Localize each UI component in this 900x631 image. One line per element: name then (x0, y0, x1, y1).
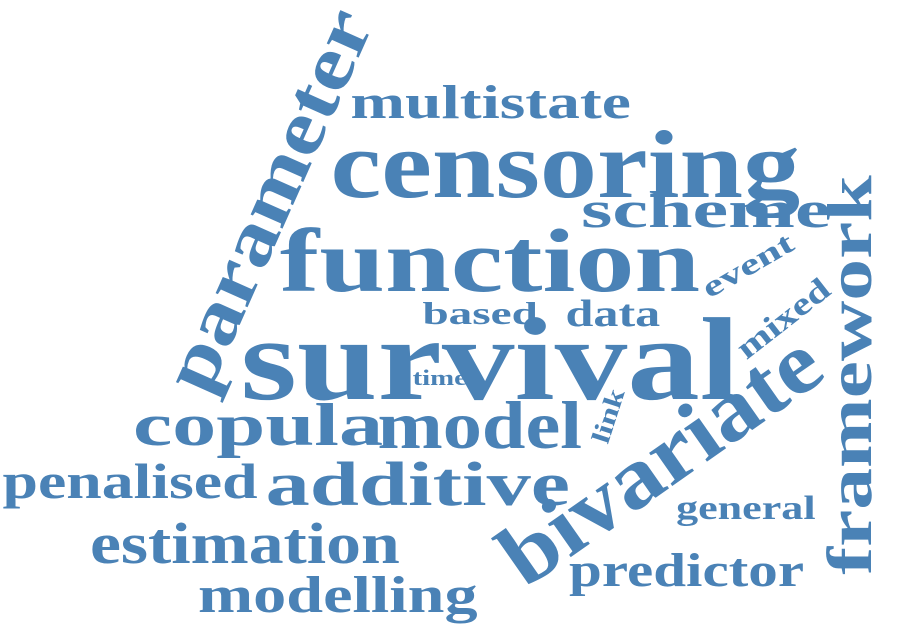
word-based: based (422, 295, 538, 331)
word-penalised: penalised (2, 453, 258, 509)
word-additive: additive (265, 451, 570, 519)
word-modelling: modelling (198, 567, 478, 624)
word-time: time (412, 365, 467, 390)
word-data: data (565, 293, 661, 335)
word-copula: copula (132, 392, 384, 458)
word-predictor: predictor (568, 544, 804, 597)
word-survival: survival (239, 294, 740, 425)
word-scheme: scheme (581, 182, 831, 239)
word-estimation: estimation (89, 511, 400, 576)
word-general: general (676, 490, 816, 527)
word-multistate: multistate (349, 76, 631, 129)
word-censoring: censoring (330, 111, 800, 218)
word-model: model (377, 387, 583, 463)
word-function: function (279, 212, 701, 311)
